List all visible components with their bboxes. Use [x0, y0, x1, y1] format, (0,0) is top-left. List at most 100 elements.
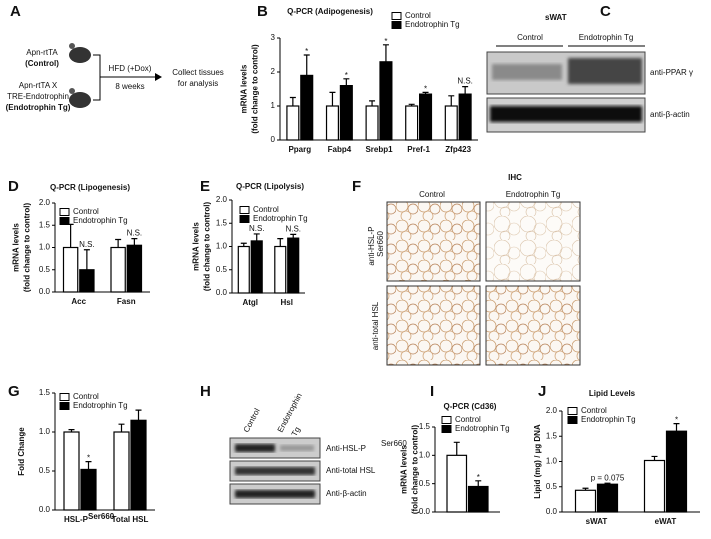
panel-label: C: [600, 3, 611, 20]
legend-label: Control: [405, 11, 431, 20]
chart-title: Q-PCR (Cd36): [444, 402, 497, 411]
band: [235, 444, 275, 452]
legend-swatch: [391, 12, 402, 20]
bar: [665, 430, 688, 513]
blot-label: anti-PPAR γ: [650, 68, 693, 77]
genotype: (Control): [25, 59, 59, 68]
mouse-icon: [69, 43, 75, 49]
group-label: Control: [419, 190, 445, 199]
legend-swatch: [441, 416, 452, 424]
bar: [274, 245, 287, 294]
legend-label: Endotrophin Tg: [253, 214, 308, 223]
annotation: *: [305, 47, 308, 56]
y-tick-label: 1.5: [546, 431, 558, 440]
y-tick-label: 1.5: [216, 218, 228, 227]
group-label: Endotrophin Tg: [506, 190, 561, 199]
y-tick-label: 1.0: [39, 243, 51, 252]
bar: [458, 93, 472, 141]
y-tick-label: 1.0: [546, 457, 558, 466]
error-bar: [673, 423, 680, 432]
legend-label: Endotrophin Tg: [73, 216, 128, 225]
y-tick-label: 1: [271, 101, 276, 110]
x-tick-label: Atgl: [242, 298, 258, 307]
panel-label: F: [352, 178, 361, 195]
annotation: N.S.: [457, 77, 473, 86]
y-axis-label: (fold change to control): [203, 202, 212, 292]
blot-label: Anti-β-actin: [326, 489, 367, 498]
y-axis-label: (fold change to control): [23, 203, 32, 293]
legend-label: Control: [253, 205, 279, 214]
panel-label: G: [8, 383, 20, 400]
error-bar: [369, 100, 376, 106]
outcome: for analysis: [178, 79, 218, 88]
treatment: HFD (+Dox): [109, 64, 152, 73]
y-axis-label: mRNA levels: [240, 64, 249, 113]
group-label: Endotrophin: [276, 392, 304, 434]
bar: [467, 485, 489, 513]
error-bar: [277, 237, 284, 247]
legend-swatch: [59, 393, 70, 401]
bar: [237, 245, 250, 294]
row-label: anti-total HSL: [371, 301, 380, 350]
genotype: TRE-Endotrophin: [7, 92, 69, 101]
y-tick-label: 1.0: [216, 242, 228, 251]
legend-swatch: [59, 217, 70, 225]
panel-label: A: [10, 3, 21, 20]
error-bar: [453, 441, 460, 456]
bar: [379, 61, 393, 141]
legend-label: Control: [73, 207, 99, 216]
error-bar: [343, 78, 350, 86]
chart-title: Q-PCR (Lipolysis): [236, 182, 304, 191]
bar: [126, 244, 143, 293]
error-bar: [67, 223, 74, 248]
error-bar: [604, 482, 611, 485]
error-bar: [303, 54, 310, 76]
annotation: *: [345, 71, 348, 80]
legend-label: Endotrophin Tg: [455, 424, 510, 433]
error-bar: [422, 91, 429, 95]
legend-swatch: [391, 21, 402, 29]
x-tick-label: Zfp423: [445, 145, 471, 154]
y-axis-label: mRNA levels: [400, 445, 409, 494]
annotation: *: [384, 37, 387, 46]
bar: [286, 105, 300, 141]
x-tick-label: Fasn: [117, 297, 136, 306]
y-tick-label: 0.5: [419, 479, 431, 488]
bar: [339, 84, 353, 141]
error-bar: [475, 480, 482, 487]
bar: [446, 454, 468, 513]
error-bar: [253, 233, 260, 241]
annotation: *: [87, 454, 90, 463]
error-bar: [329, 91, 336, 106]
chart-title: Q-PCR (Lipogenesis): [50, 183, 130, 192]
legend-swatch: [567, 416, 578, 424]
legend-swatch: [441, 425, 452, 433]
group-label: Tg: [290, 425, 302, 437]
bar: [80, 468, 97, 511]
error-bar: [462, 86, 469, 95]
panel-label: J: [538, 383, 546, 400]
annotation: p = 0.075: [591, 473, 625, 482]
y-tick-label: 2.0: [39, 198, 51, 207]
ihc-image: [386, 285, 481, 366]
legend-swatch: [239, 206, 250, 214]
bar: [596, 483, 619, 513]
annotation: N.S.: [127, 229, 143, 238]
bar: [365, 105, 379, 141]
error-bar: [382, 44, 389, 62]
y-axis-label: mRNA levels: [192, 222, 201, 271]
panel-label: H: [200, 383, 211, 400]
row-label-superscript: Ser660: [376, 231, 385, 257]
bar: [574, 489, 597, 513]
bar: [113, 431, 130, 511]
blot-label: Anti-total HSL: [326, 466, 376, 475]
x-tick-label: eWAT: [655, 517, 677, 526]
legend-label: Endotrophin Tg: [405, 20, 460, 29]
blot-label-superscript: Ser660: [381, 439, 407, 448]
y-tick-label: 0.0: [419, 507, 431, 516]
bar: [643, 459, 666, 513]
band: [492, 64, 562, 80]
error-bar: [408, 103, 415, 106]
legend-swatch: [59, 208, 70, 216]
blot-label: anti-β-actin: [650, 110, 690, 119]
